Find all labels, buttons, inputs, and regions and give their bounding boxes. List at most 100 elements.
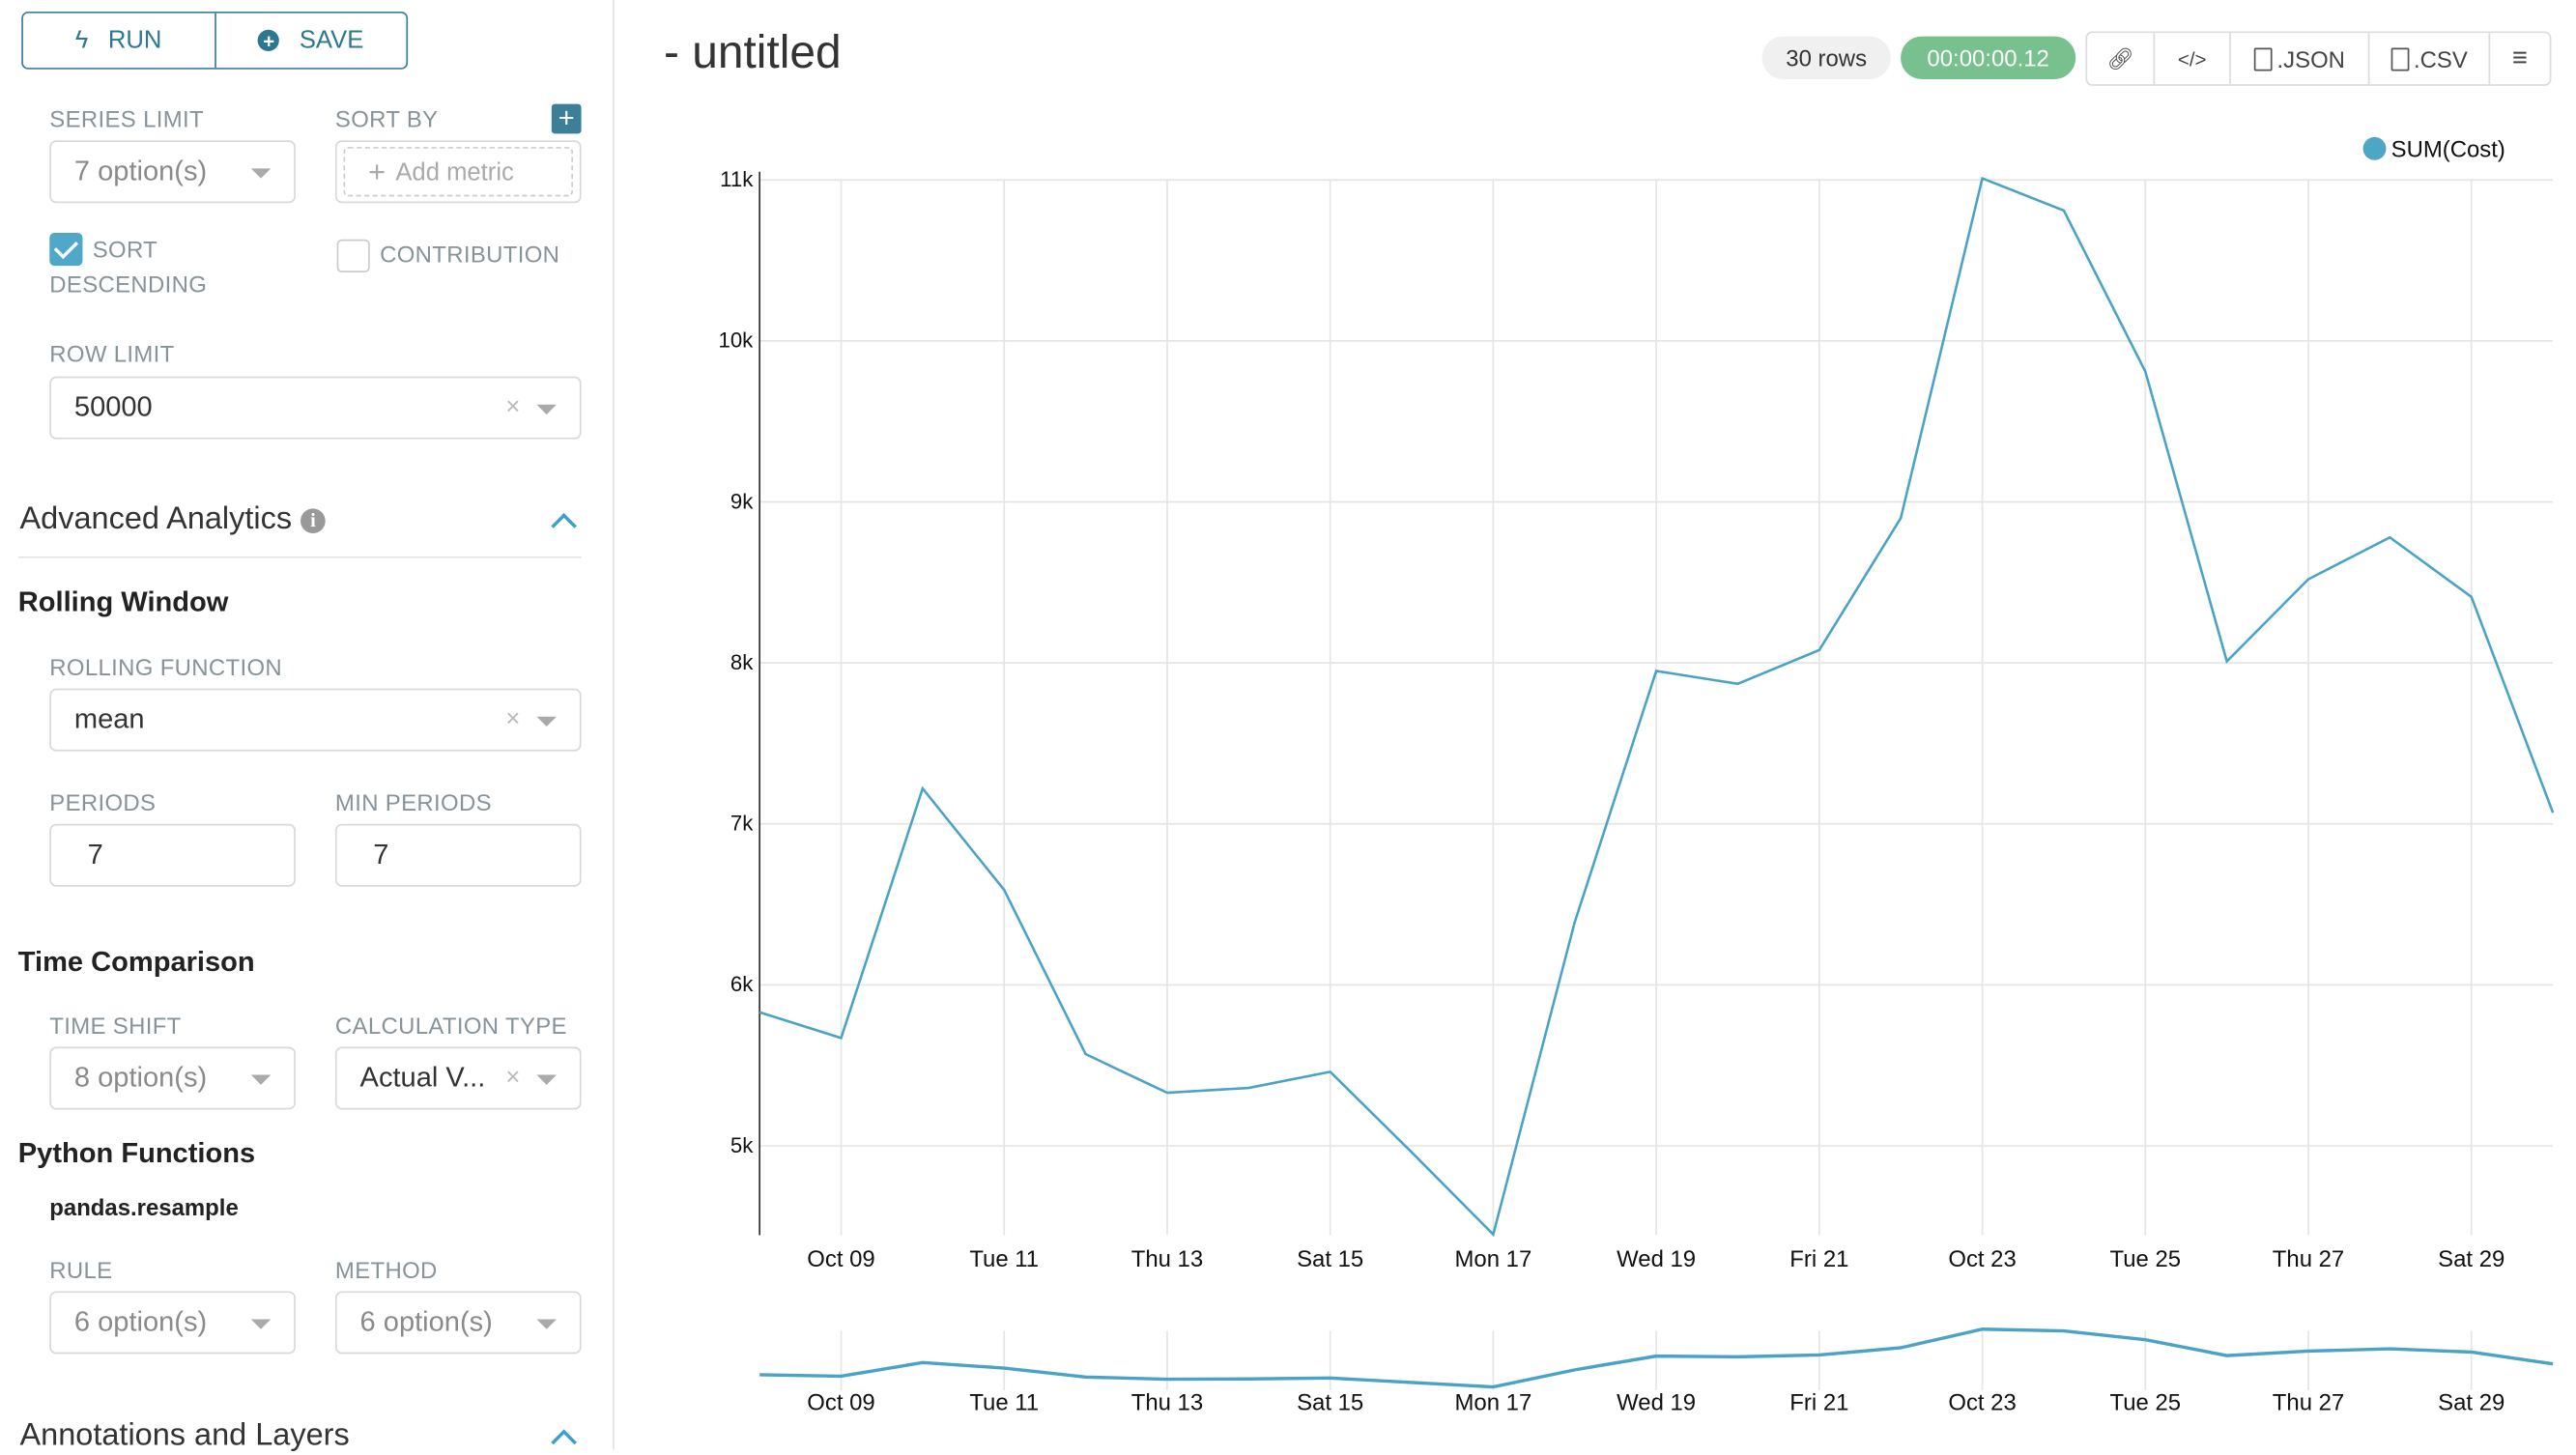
add-sort-button[interactable]: + — [551, 101, 582, 134]
context-x-tick-label: Sat 29 — [2438, 1389, 2504, 1415]
context-x-tick-label: Sat 15 — [1297, 1389, 1363, 1415]
legend-dot — [2362, 136, 2387, 160]
sort-descending-checkbox[interactable] — [49, 232, 83, 267]
share-link-button[interactable]: 🔗︎ — [2087, 33, 2153, 84]
hamburger-icon: ≡ — [2511, 43, 2528, 72]
x-tick-label: Fri 21 — [1789, 1246, 1848, 1272]
annotations-layers-header[interactable]: Annotations and Layers — [20, 1418, 350, 1455]
clear-icon[interactable]: × — [505, 392, 521, 421]
clear-icon[interactable]: × — [505, 704, 521, 733]
file-text-icon — [2390, 46, 2409, 71]
rolling-function-value: mean — [73, 703, 145, 735]
json-label: .JSON — [2276, 44, 2345, 72]
rule-value: 6 option(s) — [73, 1305, 208, 1338]
rule-label: RULE — [49, 1256, 113, 1283]
chevron-down-icon — [250, 1074, 272, 1085]
y-tick-label: 9k — [730, 489, 754, 513]
context-x-tick-label: Tue 25 — [2110, 1389, 2182, 1415]
chart-title[interactable]: - untitled — [664, 26, 842, 78]
x-tick-label: Wed 19 — [1617, 1246, 1696, 1272]
more-menu-button[interactable]: ≡ — [2488, 33, 2549, 85]
x-tick-label: Tue 11 — [969, 1246, 1039, 1272]
periods-value: 7 — [87, 839, 103, 870]
time-shift-label: TIME SHIFT — [49, 1012, 182, 1039]
method-value: 6 option(s) — [359, 1305, 493, 1338]
rolling-function-select[interactable]: mean × — [49, 688, 582, 752]
chevron-down-icon — [250, 1319, 272, 1329]
rule-select[interactable]: 6 option(s) — [49, 1291, 296, 1355]
y-tick-label: 11k — [720, 167, 754, 191]
plus-circle-icon: + — [258, 29, 280, 52]
calculation-type-label: CALCULATION TYPE — [334, 1012, 567, 1039]
code-icon: </> — [2177, 46, 2207, 71]
context-x-tick-label: Oct 23 — [1948, 1389, 2016, 1415]
min-periods-label: MIN PERIODS — [334, 788, 492, 816]
rolling-function-label: ROLLING FUNCTION — [49, 653, 283, 681]
context-x-tick-label: Thu 13 — [1131, 1389, 1203, 1415]
series-limit-label: SERIES LIMIT — [49, 105, 204, 132]
link-icon: 🔗︎ — [2106, 44, 2134, 71]
add-metric-label: Add metric — [395, 157, 514, 186]
row-limit-select[interactable]: 50000 × — [49, 376, 582, 440]
y-tick-label: 7k — [730, 812, 754, 836]
sort-descending-label: SORT — [92, 236, 158, 263]
method-label: METHOD — [334, 1256, 438, 1283]
rolling-window-title: Rolling Window — [17, 585, 229, 618]
x-tick-label: Mon 17 — [1455, 1246, 1532, 1272]
min-periods-input[interactable]: 7 — [334, 823, 582, 887]
calculation-type-select[interactable]: Actual V... × — [334, 1046, 582, 1110]
time-comparison-title: Time Comparison — [17, 946, 255, 978]
context-x-tick-label: Thu 27 — [2273, 1389, 2344, 1415]
x-tick-label: Sat 29 — [2438, 1246, 2504, 1272]
series-line-sum-cost — [758, 176, 2555, 1238]
export-csv-button[interactable]: .CSV — [2367, 33, 2489, 85]
periods-input[interactable]: 7 — [49, 823, 296, 887]
clear-icon[interactable]: × — [505, 1063, 521, 1092]
context-x-tick-label: Oct 09 — [807, 1389, 874, 1415]
chart-actions: 🔗︎ </> .JSON .CSV ≡ — [2085, 31, 2552, 86]
save-label: SAVE — [299, 26, 364, 55]
export-json-button[interactable]: .JSON — [2229, 33, 2368, 85]
plus-icon: + — [558, 101, 575, 134]
context-x-tick-label: Mon 17 — [1455, 1389, 1532, 1415]
bolt-icon: ϟ — [74, 26, 89, 55]
row-limit-label: ROW LIMIT — [49, 340, 175, 367]
divider — [17, 556, 582, 558]
annotations-layers-title: Annotations and Layers — [19, 1418, 350, 1453]
save-button[interactable]: + SAVE — [214, 13, 406, 69]
sort-by-field[interactable]: + Add metric — [334, 140, 582, 204]
add-metric-button[interactable]: + Add metric — [343, 147, 574, 197]
pandas-resample-title: pandas.resample — [49, 1193, 239, 1220]
contribution-checkbox[interactable] — [336, 239, 370, 272]
csv-label: .CSV — [2413, 44, 2468, 72]
x-tick-label: Oct 09 — [807, 1246, 874, 1272]
series-limit-select[interactable]: 7 option(s) — [49, 140, 296, 204]
chevron-down-icon — [536, 1074, 557, 1085]
advanced-analytics-title: Advanced Analytics — [19, 501, 293, 537]
legend-label: SUM(Cost) — [2391, 136, 2505, 162]
row-limit-value: 50000 — [73, 391, 153, 423]
control-panel: ϟ RUN + SAVE SERIES LIMIT 7 option(s) SO… — [0, 0, 615, 1455]
run-button[interactable]: ϟ RUN — [23, 14, 214, 68]
info-icon: i — [301, 508, 326, 534]
y-tick-label: 8k — [730, 650, 754, 674]
context-x-tick-label: Wed 19 — [1617, 1389, 1696, 1415]
advanced-analytics-header[interactable]: Advanced Analytics i — [20, 502, 326, 539]
chevron-down-icon — [536, 1319, 557, 1329]
context-x-tick-label: Fri 21 — [1789, 1389, 1848, 1415]
context-x-tick-label: Tue 11 — [969, 1389, 1039, 1415]
legend[interactable]: SUM(Cost) — [2362, 136, 2505, 162]
python-functions-title: Python Functions — [17, 1137, 256, 1169]
x-tick-label: Oct 23 — [1948, 1246, 2016, 1272]
contribution-label: CONTRIBUTION — [380, 241, 560, 268]
time-shift-select[interactable]: 8 option(s) — [49, 1046, 296, 1110]
method-select[interactable]: 6 option(s) — [334, 1291, 582, 1355]
y-tick-label: 10k — [718, 328, 754, 353]
context-series-line — [759, 1327, 2554, 1389]
series-limit-value: 7 option(s) — [73, 155, 208, 187]
embed-code-button[interactable]: </> — [2153, 33, 2230, 85]
plus-icon: + — [368, 154, 386, 187]
periods-label: PERIODS — [49, 788, 157, 816]
y-tick-label: 6k — [730, 972, 754, 996]
